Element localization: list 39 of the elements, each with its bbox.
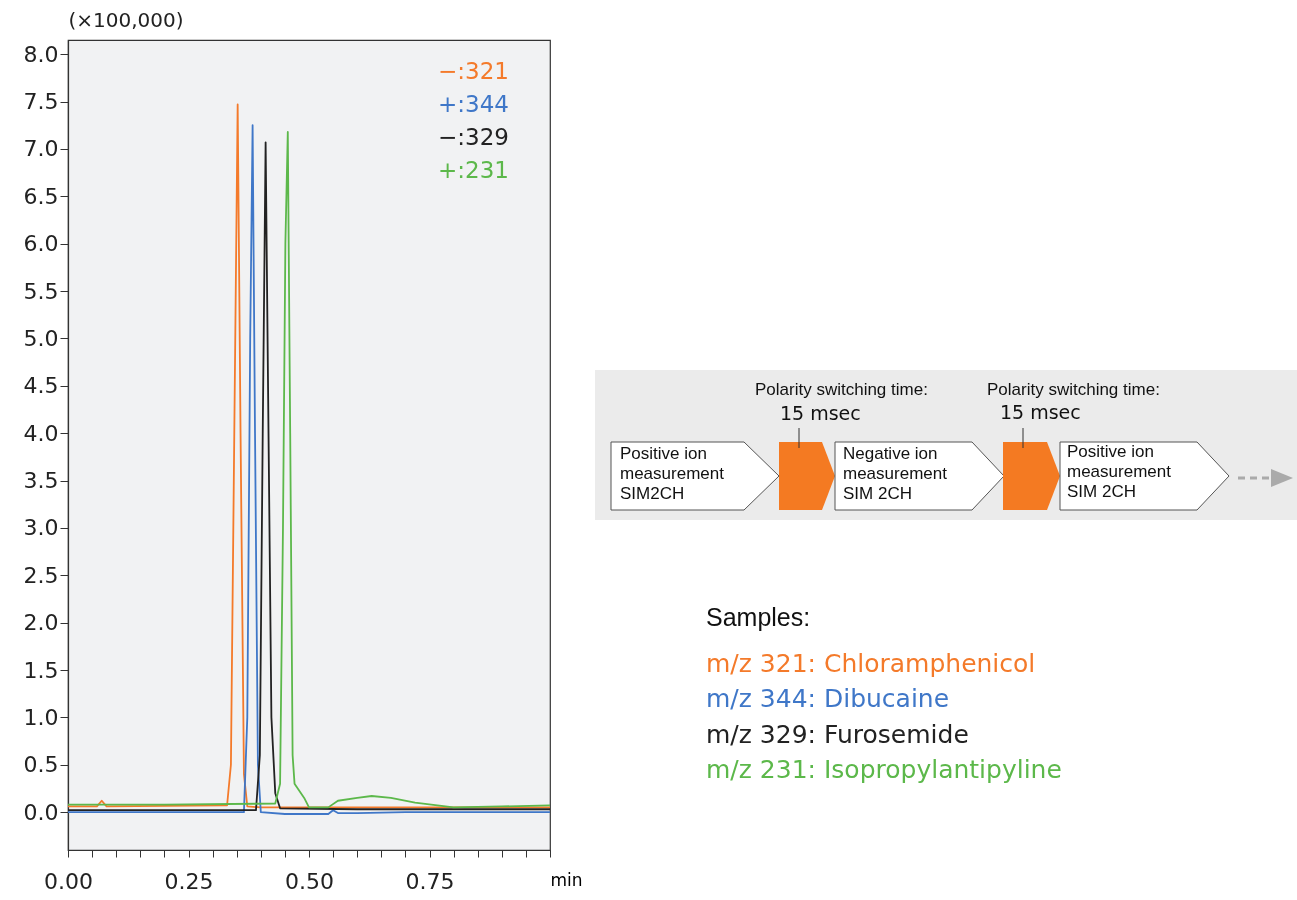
text: Negative ion measurement SIM 2CH (843, 444, 947, 504)
y-tick-label: 3.0 (23, 515, 59, 541)
y-tick-label: 5.0 (23, 325, 59, 351)
text: −:329 (438, 124, 509, 150)
text: +:344 (438, 91, 509, 117)
y-tick-label: 5.5 (23, 278, 59, 304)
x-axis-title: min (550, 869, 583, 890)
text: m/z 329: Furosemide (706, 718, 970, 751)
text: m/z 344: Dibucaine (706, 683, 951, 715)
y-tick-label: 3.5 (23, 468, 59, 494)
y-tick-label: 1.5 (23, 657, 59, 683)
x-tick-label: 0.25 (164, 868, 214, 894)
y-tick-label: 2.5 (23, 562, 59, 588)
y-tick-label: 6.0 (23, 231, 59, 257)
x-tick-label: 0.75 (405, 868, 455, 894)
x-tick-label: 0.50 (285, 868, 334, 894)
y-tick-label: 7.0 (23, 136, 59, 162)
text: 15 msec (1000, 401, 1081, 423)
y-axis-title: (×100,000) (68, 7, 184, 32)
y-tick-label: 8.0 (23, 41, 59, 67)
y-tick-label: 4.5 (23, 373, 59, 399)
y-tick-label: 7.5 (23, 89, 59, 115)
text: Positive ion measurement SIM 2CH (1067, 442, 1171, 502)
y-tick-label: 6.5 (23, 183, 59, 209)
text: Polarity switching time: (755, 380, 928, 400)
text: Samples: (706, 602, 812, 633)
y-tick-label: 0.0 (23, 799, 59, 825)
text: Polarity switching time: (987, 380, 1160, 400)
y-tick-label: 0.5 (23, 752, 59, 778)
text: m/z 231: Isopropylantipyline (706, 754, 1062, 786)
y-tick-label: 4.0 (23, 420, 59, 446)
text: +:231 (438, 157, 509, 183)
text: −:321 (438, 58, 509, 84)
text: m/z 321: Chloramphenicol (706, 647, 1037, 680)
y-tick-label: 1.0 (23, 704, 59, 730)
text: 15 msec (780, 402, 861, 424)
x-tick-label: 0.00 (44, 868, 93, 894)
y-tick-label: 2.0 (23, 610, 59, 636)
text: Positive ion measurement SIM2CH (620, 444, 724, 504)
